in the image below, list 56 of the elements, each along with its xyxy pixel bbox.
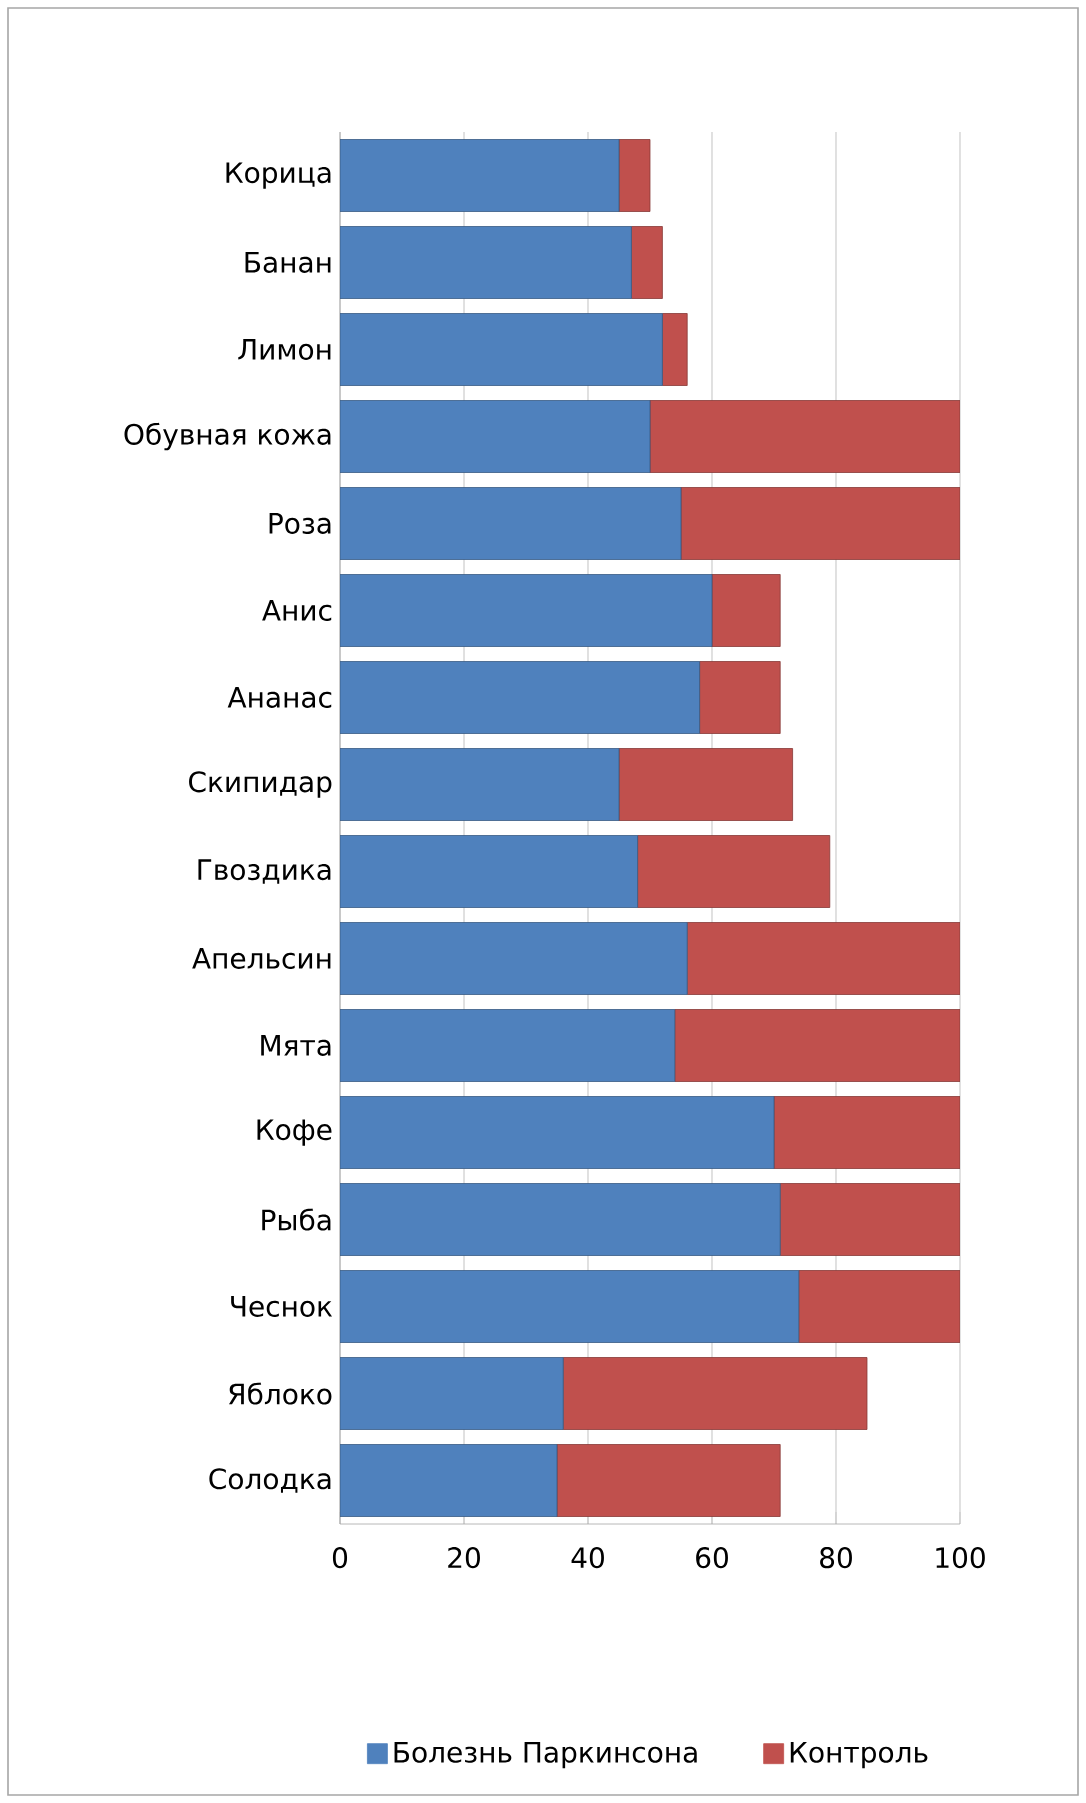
bar — [340, 1270, 800, 1343]
y-tick-label: Корица — [226, 162, 331, 189]
legend-label: Болезнь Паркинсона — [394, 1741, 697, 1769]
y-tick-label: Скипидар — [189, 771, 332, 798]
bar — [711, 574, 781, 647]
bar — [340, 487, 682, 560]
x-tick-label: 80 — [820, 1547, 852, 1569]
y-tick-label: Солодка — [209, 1468, 331, 1493]
bar — [631, 226, 663, 299]
bar — [686, 922, 960, 995]
bar — [562, 1357, 868, 1430]
bar — [340, 139, 620, 212]
x-tick-label: 60 — [696, 1547, 728, 1569]
bar — [340, 574, 713, 647]
bar — [340, 1444, 558, 1517]
y-tick-label: Лимон — [238, 339, 331, 360]
bar — [340, 226, 632, 299]
y-tick-label: Ананас — [227, 687, 332, 708]
y-tick-label: Роза — [269, 513, 331, 534]
x-tick-label: 100 — [936, 1547, 985, 1569]
bar — [340, 748, 620, 821]
bar — [779, 1183, 960, 1256]
y-tick-label: Кофе — [257, 1119, 332, 1146]
bar — [340, 400, 651, 473]
bar — [699, 661, 781, 734]
bar — [340, 835, 638, 908]
bar — [680, 487, 960, 560]
y-tick-label: Анис — [262, 600, 332, 621]
bar — [649, 400, 960, 473]
y-tick-label: Апельсин — [192, 948, 331, 969]
y-tick-label: Рыба — [262, 1208, 331, 1231]
bar — [556, 1444, 781, 1517]
x-tick-label: 20 — [448, 1547, 480, 1569]
bar — [340, 1096, 775, 1169]
y-tick-label: Банан — [245, 252, 331, 273]
y-tick-label: Гвоздика — [198, 859, 331, 884]
y-tick-label: Чеснок — [231, 1296, 333, 1317]
bar — [340, 1357, 564, 1430]
y-tick-label: Мята — [261, 1035, 331, 1056]
bar — [618, 748, 793, 821]
y-tick-label: Яблоко — [228, 1382, 332, 1405]
x-tick-label: 40 — [571, 1547, 604, 1569]
bar — [340, 922, 688, 995]
bar — [662, 313, 688, 386]
y-tick-label: Обувная кожа — [124, 422, 331, 451]
bar — [637, 835, 831, 908]
legend-label: Контроль — [790, 1741, 928, 1769]
x-tick-label: 0 — [332, 1547, 348, 1569]
bar — [618, 139, 651, 212]
bar — [773, 1096, 960, 1169]
bar — [340, 313, 663, 386]
bar — [340, 1183, 781, 1256]
bar — [798, 1270, 960, 1343]
bar — [340, 661, 700, 734]
bar — [340, 1009, 676, 1082]
bar — [674, 1009, 960, 1082]
